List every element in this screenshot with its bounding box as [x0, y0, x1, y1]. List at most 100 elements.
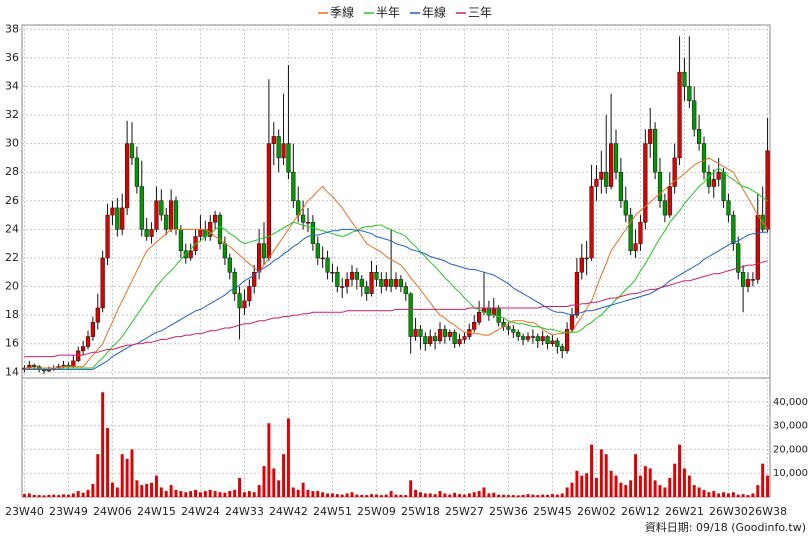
legend-label: 三年 — [468, 6, 492, 20]
volume-bar — [130, 449, 134, 497]
volume-bar — [81, 492, 85, 497]
volume-bar — [27, 493, 31, 497]
candle-body — [643, 143, 648, 223]
candle-body — [413, 329, 418, 337]
volume-bar — [233, 489, 237, 497]
candle-body — [530, 336, 535, 338]
volume-bar — [487, 493, 491, 497]
candle-body — [257, 243, 262, 273]
candle-body — [237, 293, 242, 309]
volume-bar — [731, 492, 735, 497]
candle-body — [477, 312, 482, 323]
volume-bar — [751, 493, 755, 497]
candle-body — [340, 286, 345, 288]
candle-body — [115, 207, 120, 230]
volume-bar — [575, 470, 579, 497]
candle-body — [134, 157, 139, 187]
volume-bar — [697, 487, 701, 497]
candle-body — [389, 279, 394, 287]
volume-bar — [624, 485, 628, 497]
volume-bar — [159, 487, 163, 497]
y-tick-label: 36 — [5, 51, 19, 64]
volume-bar — [712, 491, 716, 497]
volume-bar — [96, 454, 100, 497]
volume-bar — [252, 492, 256, 497]
candle-body — [315, 243, 320, 259]
candle-body — [442, 329, 447, 337]
candle-body — [540, 336, 545, 342]
candle-body — [721, 171, 726, 202]
volume-bar — [766, 475, 770, 497]
candle-body — [525, 336, 531, 340]
candle-body — [139, 186, 144, 230]
x-tick-label: 25W36 — [489, 505, 528, 518]
y-tick-label: 18 — [5, 308, 19, 321]
volume-bar — [599, 449, 603, 497]
candle-body — [261, 243, 267, 259]
volume-bar — [296, 489, 300, 497]
ma-line — [24, 228, 768, 370]
volume-bar — [687, 475, 691, 497]
volume-bar — [326, 493, 330, 497]
candle-body — [81, 346, 86, 352]
volume-bar — [614, 475, 618, 497]
candle-body — [437, 329, 443, 342]
volume-bar — [37, 495, 41, 497]
candle-body — [697, 129, 702, 144]
volume-bar — [110, 482, 114, 497]
candle-body — [320, 257, 325, 260]
legend-label: 季線 — [330, 5, 354, 20]
volume-bar — [345, 493, 349, 497]
volume-bar — [135, 480, 139, 497]
candle-body — [403, 286, 408, 294]
candle-body — [217, 214, 223, 244]
volume-bar — [722, 492, 726, 497]
volume-bar — [174, 489, 178, 497]
volume-bar — [590, 444, 594, 497]
volume-bar — [189, 491, 193, 497]
candle-body — [398, 279, 403, 287]
candle-body — [628, 214, 633, 252]
candle-body — [354, 271, 359, 280]
volume-bar — [86, 489, 90, 497]
y-tick-label: 28 — [5, 165, 19, 178]
volume-bar — [203, 491, 207, 497]
y-tick-label: 16 — [5, 337, 19, 350]
candle-body — [687, 86, 692, 101]
candle-body — [765, 150, 770, 230]
candle-body — [95, 307, 100, 323]
volume-bar — [399, 494, 403, 497]
x-tick-label: 26W38 — [748, 505, 787, 518]
candle-body — [252, 271, 257, 287]
volume-bar — [678, 444, 682, 497]
volume-bar — [379, 495, 383, 497]
y-tick-label: 32 — [5, 108, 19, 121]
candle-body — [76, 350, 81, 362]
volume-bar — [609, 470, 613, 497]
x-tick-label: 26W02 — [577, 505, 616, 518]
candle-body — [731, 214, 736, 244]
ma-line — [24, 260, 768, 358]
volume-bar — [66, 494, 70, 497]
volume-bar — [306, 489, 310, 497]
y-tick-label: 30 — [5, 137, 19, 150]
volume-bar — [311, 491, 315, 497]
volume-bar — [101, 392, 105, 497]
volume-bar — [634, 454, 638, 497]
candle-body — [271, 136, 276, 144]
candle-body — [623, 200, 628, 216]
volume-bar — [71, 493, 75, 497]
volume-bar — [115, 487, 119, 497]
volume-bar — [184, 492, 188, 497]
volume-bar — [321, 492, 325, 497]
volume-bar — [409, 480, 413, 497]
x-tick-label: 23W49 — [49, 505, 88, 518]
candle-body — [90, 322, 95, 337]
candle-body — [594, 179, 599, 187]
candle-body — [173, 200, 179, 230]
y2-tick-label: 30,000 — [773, 421, 808, 432]
volume-bar — [179, 491, 183, 497]
candle-body — [716, 171, 721, 180]
ma-line — [24, 167, 768, 370]
volume-bar — [242, 492, 246, 497]
